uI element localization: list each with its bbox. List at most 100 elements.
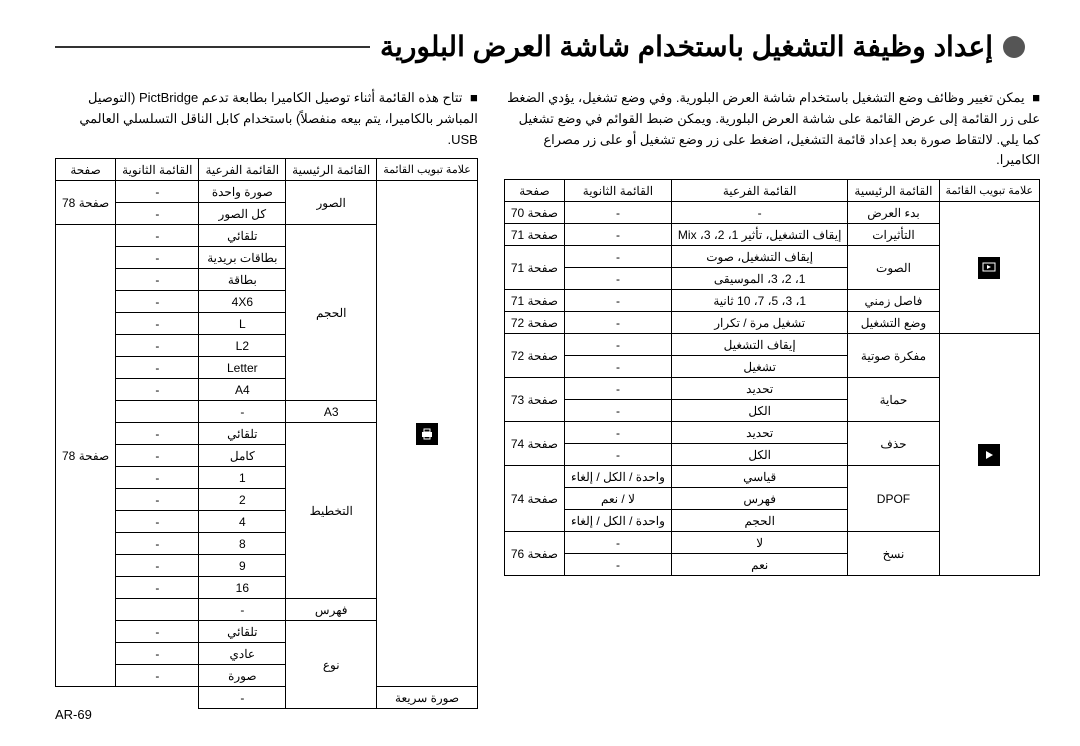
sub-menu-cell: كل الصور [199, 203, 286, 225]
page-ref-cell: صفحة 71 [504, 290, 564, 312]
sub-menu-cell: 9 [199, 555, 286, 577]
secondary-menu-cell: - [565, 378, 672, 400]
sub-menu-cell: بطاقات بريدية [199, 247, 286, 269]
title-bullet [1003, 36, 1025, 58]
secondary-menu-cell: - [116, 621, 199, 643]
page-ref-cell: صفحة 72 [504, 334, 564, 378]
secondary-menu-cell: - [116, 511, 199, 533]
secondary-menu-cell: - [116, 489, 199, 511]
main-menu-cell: وضع التشغيل [848, 312, 939, 334]
secondary-menu-cell: - [116, 467, 199, 489]
secondary-menu-cell: - [116, 445, 199, 467]
secondary-menu-cell: لا / نعم [565, 488, 672, 510]
sub-menu-cell: بطاقة [199, 269, 286, 291]
secondary-menu-cell: - [116, 181, 199, 203]
left-table: علامة تبويب القائمة القائمة الرئيسية الق… [55, 158, 478, 709]
main-menu-cell: نسخ [848, 532, 939, 576]
main-menu-cell: بدء العرض [848, 202, 939, 224]
page-ref-cell: صفحة 76 [504, 532, 564, 576]
table-row: الصورصورة واحدة-صفحة 78 [56, 181, 478, 203]
sub-menu-cell: إيقاف التشغيل، صوت [671, 246, 848, 268]
sub-menu-cell: صورة سريعة [377, 687, 478, 709]
main-menu-cell: نوع [286, 621, 377, 709]
secondary-menu-cell: - [565, 202, 672, 224]
secondary-menu-cell: - [199, 599, 286, 621]
sub-menu-cell: L [199, 313, 286, 335]
sub-menu-cell: الكل [671, 444, 848, 466]
sub-menu-cell: كامل [199, 445, 286, 467]
secondary-menu-cell: - [116, 203, 199, 225]
page-ref-cell: صفحة 74 [504, 466, 564, 532]
secondary-menu-cell: - [565, 246, 672, 268]
main-menu-cell: الحجم [286, 225, 377, 401]
secondary-menu-cell: - [116, 335, 199, 357]
main-menu-cell: التأثيرات [848, 224, 939, 246]
secondary-menu-cell: - [565, 422, 672, 444]
main-menu-cell: حماية [848, 378, 939, 422]
th-sub: القائمة الفرعية [671, 180, 848, 202]
sub-menu-cell: 4X6 [199, 291, 286, 313]
sub-menu-cell: عادي [199, 643, 286, 665]
secondary-menu-cell: - [565, 268, 672, 290]
secondary-menu-cell: - [116, 577, 199, 599]
secondary-menu-cell: - [565, 224, 672, 246]
secondary-menu-cell: - [116, 291, 199, 313]
secondary-menu-cell: - [116, 269, 199, 291]
table-row: مفكرة صوتيةإيقاف التشغيل-صفحة 72 [504, 334, 1039, 356]
secondary-menu-cell: - [199, 687, 286, 709]
page-ref-cell: صفحة 73 [504, 378, 564, 422]
table-row: صورة سريعة - [56, 687, 478, 709]
secondary-menu-cell: - [116, 643, 199, 665]
table-row: بدء العرض--صفحة 70 [504, 202, 1039, 224]
secondary-menu-cell: - [116, 555, 199, 577]
sub-menu-cell: A3 [286, 401, 377, 423]
sub-menu-cell: A4 [199, 379, 286, 401]
th-sub: القائمة الفرعية [199, 159, 286, 181]
th-page: صفحة [504, 180, 564, 202]
secondary-menu-cell: - [116, 665, 199, 687]
sub-menu-cell: تلقائي [199, 225, 286, 247]
secondary-menu-cell: - [565, 356, 672, 378]
sub-menu-cell: 4 [199, 511, 286, 533]
main-menu-cell: DPOF [848, 466, 939, 532]
th-main: القائمة الرئيسية [848, 180, 939, 202]
sub-menu-cell: Letter [199, 357, 286, 379]
right-note: يمكن تغيير وظائف وضع التشغيل باستخدام شا… [504, 88, 1040, 171]
sub-menu-cell: تشغيل [671, 356, 848, 378]
printer-icon [416, 423, 438, 445]
sub-menu-cell: 16 [199, 577, 286, 599]
th-icon: علامة تبويب القائمة [377, 159, 478, 181]
main-menu-cell: مفكرة صوتية [848, 334, 939, 378]
th-main: القائمة الرئيسية [286, 159, 377, 181]
main-menu-cell: حذف [848, 422, 939, 466]
sub-menu-cell: تلقائي [199, 621, 286, 643]
page-ref-cell: صفحة 71 [504, 224, 564, 246]
tab-icon-cell [377, 181, 478, 687]
tab-icon-cell [939, 334, 1040, 576]
sub-menu-cell: الحجم [671, 510, 848, 532]
sub-menu-cell: 1، 3، 5، 7، 10 ثانية [671, 290, 848, 312]
main-menu-cell: التخطيط [286, 423, 377, 599]
page-title-bar: إعداد وظيفة التشغيل باستخدام شاشة العرض … [55, 30, 1025, 63]
sub-menu-cell: لا [671, 532, 848, 554]
page-ref-cell: صفحة 70 [504, 202, 564, 224]
secondary-menu-cell: - [116, 423, 199, 445]
secondary-menu-cell: - [565, 334, 672, 356]
sub-menu-cell: - [671, 202, 848, 224]
left-note: تتاح هذه القائمة أثناء توصيل الكاميرا بط… [55, 88, 478, 150]
sub-menu-cell: صورة [199, 665, 286, 687]
sub-menu-cell: 2 [199, 489, 286, 511]
secondary-menu-cell: - [565, 312, 672, 334]
page-ref-cell: صفحة 72 [504, 312, 564, 334]
secondary-menu-cell: - [116, 533, 199, 555]
secondary-menu-cell: واحدة / الكل / إلغاء [565, 466, 672, 488]
th-page: صفحة [56, 159, 116, 181]
page-ref-cell: صفحة 71 [504, 246, 564, 290]
secondary-menu-cell: واحدة / الكل / إلغاء [565, 510, 672, 532]
secondary-menu-cell: - [565, 400, 672, 422]
sub-menu-cell: إيقاف التشغيل [671, 334, 848, 356]
slideshow-icon [978, 257, 1000, 279]
sub-menu-cell: الكل [671, 400, 848, 422]
sub-menu-cell: فهرس [286, 599, 377, 621]
secondary-menu-cell: - [116, 313, 199, 335]
